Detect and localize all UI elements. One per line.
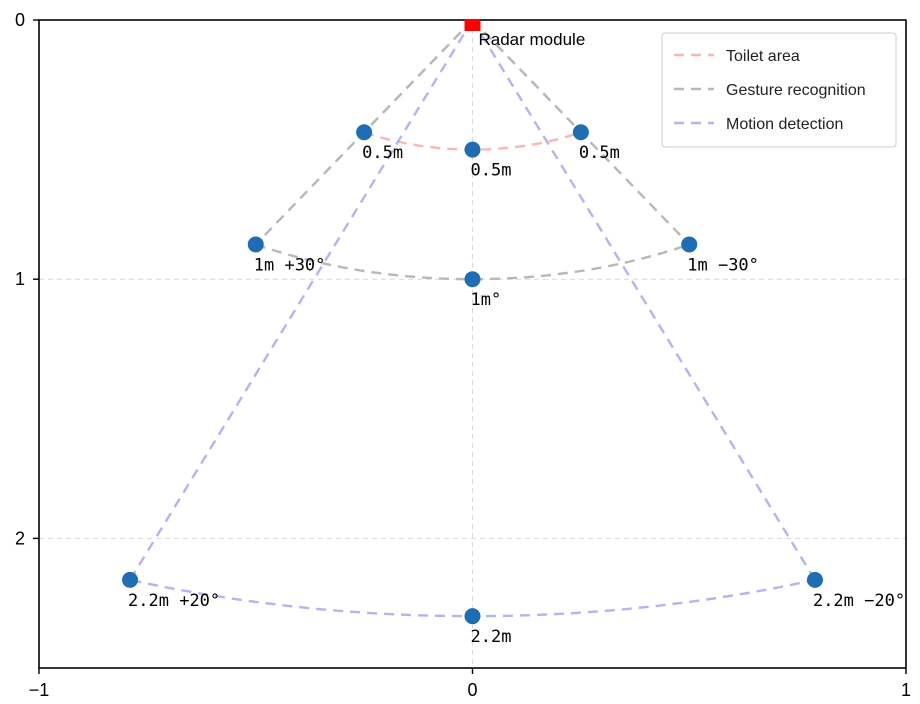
point-label: 0.5m bbox=[579, 143, 620, 163]
data-point bbox=[464, 608, 481, 625]
y-tick-label: 0 bbox=[15, 10, 25, 30]
axis-ticks: −1 0 1 0 1 2 bbox=[15, 10, 911, 700]
data-point bbox=[247, 236, 264, 253]
x-tick-label: 1 bbox=[901, 680, 911, 700]
arc-line bbox=[255, 243, 690, 281]
radial-line-right bbox=[471, 19, 816, 581]
point-label: 0.5m bbox=[471, 161, 512, 181]
data-point bbox=[464, 271, 481, 288]
data-point bbox=[806, 571, 823, 588]
data-point bbox=[356, 124, 373, 141]
legend-entry: Motion detection bbox=[726, 116, 843, 133]
data-point bbox=[572, 124, 589, 141]
point-label: 1m +30° bbox=[254, 255, 326, 275]
radar-label: Radar module bbox=[479, 30, 586, 49]
radar-marker bbox=[464, 19, 481, 31]
data-points bbox=[122, 124, 823, 625]
x-tick-label: −1 bbox=[29, 680, 50, 700]
legend: Toilet area Gesture recognition Motion det… bbox=[661, 32, 897, 148]
data-point bbox=[681, 236, 698, 253]
radar-module: Radar module bbox=[464, 19, 586, 49]
point-labels: 0.5m 0.5m 0.5m 1m +30° 1m° 1m −30° 2.2m +20° 2.… bbox=[128, 143, 905, 647]
point-label: 2.2m −20° bbox=[813, 591, 905, 611]
point-label: 0.5m bbox=[362, 143, 403, 163]
x-tick-label: 0 bbox=[467, 680, 477, 700]
y-tick-label: 1 bbox=[15, 269, 25, 289]
y-tick-label: 2 bbox=[15, 528, 25, 548]
point-label: 2.2m bbox=[471, 627, 512, 647]
legend-entry: Gesture recognition bbox=[726, 82, 866, 99]
legend-box bbox=[661, 32, 897, 148]
point-label: 1m° bbox=[471, 290, 502, 310]
data-point bbox=[464, 141, 481, 158]
point-label: 1m −30° bbox=[687, 255, 759, 275]
point-label: 2.2m +20° bbox=[128, 591, 220, 611]
radial-line-left bbox=[129, 19, 474, 581]
legend-entry: Toilet area bbox=[726, 48, 800, 65]
data-point bbox=[122, 571, 139, 588]
